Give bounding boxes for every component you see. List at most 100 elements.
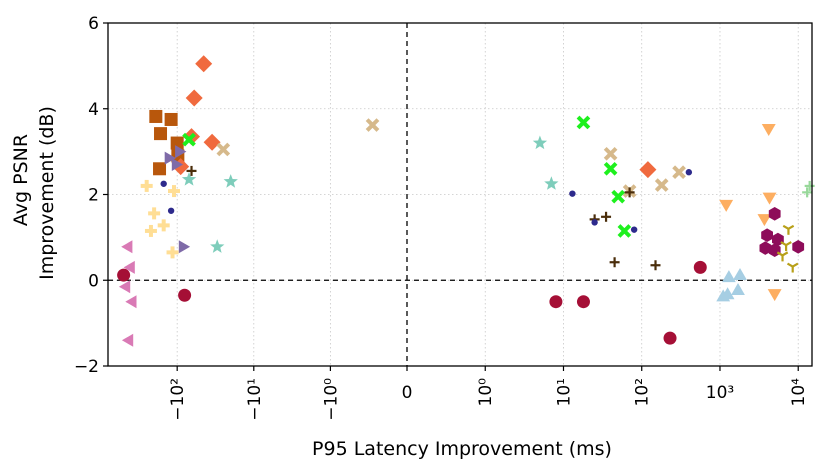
- data-point: [672, 165, 686, 180]
- data-point: [611, 189, 626, 204]
- data-point: [802, 187, 813, 198]
- x-tick-label: −10²: [168, 378, 188, 421]
- data-point: [154, 127, 168, 141]
- data-point: [203, 133, 221, 151]
- series-magenta-hexagon: [759, 207, 805, 257]
- data-point: [123, 260, 135, 274]
- y-axis-label-line-2: Improvement (dB): [36, 106, 58, 280]
- tri-y-stroke: [780, 241, 787, 247]
- data-point: [591, 219, 598, 226]
- data-point: [149, 109, 163, 123]
- data-point: [685, 169, 693, 176]
- data-points: [117, 55, 815, 347]
- data-point: [532, 135, 548, 150]
- data-point: [759, 241, 772, 255]
- x-stroke: [672, 165, 686, 180]
- data-point: [804, 180, 815, 191]
- y-tick-label: 6: [88, 14, 99, 34]
- y-tick-label: 2: [88, 186, 99, 206]
- data-point: [786, 262, 799, 273]
- data-point: [630, 226, 638, 233]
- x-stroke: [365, 118, 380, 132]
- series-navy-dot: [160, 169, 693, 233]
- data-point: [650, 260, 661, 271]
- x-tick-label: 10³: [706, 383, 734, 403]
- zero-reference-lines: [108, 23, 812, 366]
- data-point: [731, 283, 745, 295]
- data-point: [185, 89, 203, 107]
- data-point: [160, 180, 167, 187]
- data-point: [170, 136, 184, 150]
- data-point: [223, 174, 238, 188]
- series-pink-left-triangle: [118, 240, 137, 347]
- series-lightblue-up-triangle: [716, 268, 747, 302]
- axis-ticks: −2 0 2 4 6 −10² −10¹ −10⁰ 0 10⁰ 10¹ 10² 10³ 10⁴: [74, 14, 809, 421]
- data-point: [767, 289, 782, 302]
- data-point: [117, 268, 131, 282]
- y-tick-label: 4: [88, 100, 99, 120]
- data-point: [654, 178, 669, 192]
- x-tick-label: −10¹: [245, 378, 265, 421]
- series-lightyellow-plus: [140, 179, 181, 259]
- data-point: [569, 190, 576, 197]
- x-axis-label: P95 Latency Improvement (ms): [312, 438, 612, 460]
- data-point: [175, 145, 187, 159]
- series-teal-star: [181, 135, 559, 253]
- series-lime-x: [182, 115, 632, 238]
- data-point: [780, 241, 792, 252]
- tri-y-stroke: [785, 241, 792, 247]
- x-stroke: [216, 142, 231, 157]
- tri-y-stroke: [776, 251, 784, 257]
- data-point: [549, 295, 563, 309]
- data-point: [576, 295, 590, 309]
- x-stroke: [603, 161, 618, 176]
- series-lightgreen-tick: [802, 180, 815, 198]
- data-point: [153, 162, 167, 176]
- data-point: [168, 185, 181, 198]
- data-point: [776, 251, 789, 262]
- data-point: [639, 161, 657, 179]
- x-stroke: [603, 146, 618, 161]
- data-point: [768, 207, 781, 221]
- series-olive-tri-y: [776, 224, 799, 273]
- data-point: [603, 146, 618, 161]
- data-point: [719, 199, 734, 212]
- data-point: [792, 240, 805, 254]
- x-stroke: [611, 189, 626, 204]
- y-tick-label: 0: [88, 271, 99, 291]
- series-purple-right-triangle: [164, 145, 191, 254]
- x-tick-label: 10²: [633, 378, 653, 406]
- data-point: [195, 55, 213, 73]
- y-axis-label-line-1: Avg PSNR: [10, 134, 32, 226]
- x-tick-label: 10⁰: [476, 378, 496, 407]
- data-point: [720, 287, 735, 300]
- data-point: [157, 219, 170, 232]
- data-point: [663, 331, 677, 345]
- data-point: [365, 118, 380, 132]
- data-point: [182, 132, 196, 147]
- data-point: [178, 240, 191, 254]
- data-point: [125, 295, 137, 309]
- data-point: [617, 224, 632, 238]
- data-point: [782, 224, 795, 235]
- data-point: [121, 333, 134, 347]
- data-point: [761, 124, 776, 136]
- tri-y-stroke: [786, 262, 794, 268]
- data-point: [609, 257, 620, 268]
- data-point: [186, 165, 197, 176]
- data-point: [624, 187, 635, 198]
- data-point: [166, 246, 179, 259]
- data-point: [733, 268, 747, 280]
- data-point: [576, 115, 591, 130]
- x-stroke: [182, 132, 196, 147]
- data-point: [216, 142, 231, 157]
- data-point: [603, 161, 618, 176]
- data-point: [164, 112, 178, 126]
- data-point: [210, 239, 225, 253]
- data-point: [544, 176, 559, 190]
- data-point: [171, 158, 184, 171]
- data-point: [118, 280, 131, 294]
- data-point: [148, 207, 161, 220]
- data-point: [693, 260, 707, 274]
